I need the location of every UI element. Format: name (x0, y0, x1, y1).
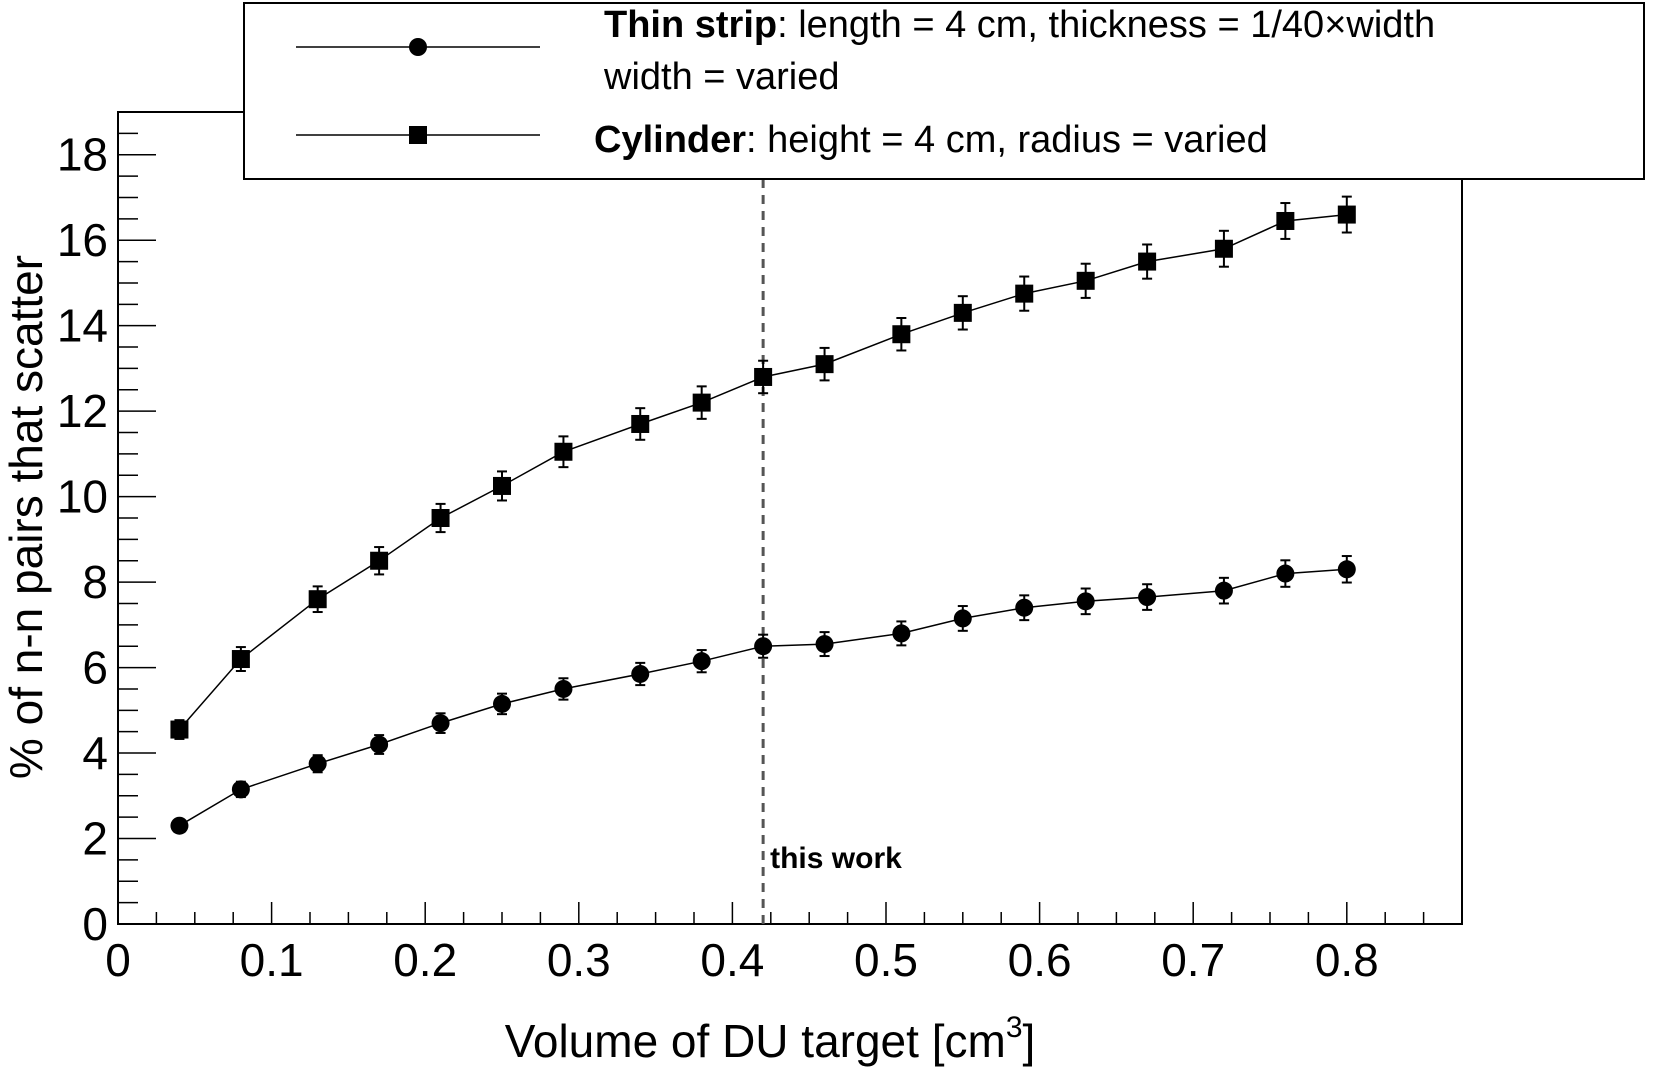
data-point (631, 414, 650, 433)
legend: Thin strip: length = 4 cm, thickness = 1… (243, 2, 1645, 180)
data-point (493, 694, 511, 713)
data-point (892, 624, 911, 643)
y-tick-label: 16 (57, 214, 108, 266)
legend-thin-strip-rest: : length = 4 cm, thickness = 1/40×width (777, 4, 1435, 46)
x-tick-label: 0.6 (1008, 934, 1072, 986)
y-tick-label: 2 (82, 813, 108, 865)
data-point (231, 780, 250, 799)
data-point (754, 367, 773, 386)
legend-label-thin-strip: Thin strip: length = 4 cm, thickness = 1… (604, 4, 1435, 46)
data-point (1138, 252, 1157, 271)
x-axis-title-sup: 3 (1006, 1011, 1023, 1044)
data-point (1337, 560, 1356, 579)
series-cylinder (170, 195, 1356, 740)
data-point (308, 754, 327, 773)
data-point (815, 635, 834, 654)
x-axis-title-main: Volume of DU target [cm (505, 1015, 1006, 1067)
x-tick-label: 0.4 (700, 934, 764, 986)
y-tick-label: 6 (82, 642, 108, 694)
data-series (170, 195, 1356, 835)
legend-cylinder-rest: : height = 4 cm, radius = varied (746, 119, 1268, 161)
this-work-label: this work (770, 842, 902, 875)
data-point (1214, 239, 1233, 258)
data-point (631, 664, 650, 683)
data-point (1015, 284, 1034, 303)
data-point (1076, 592, 1095, 611)
legend-label-cylinder: Cylinder: height = 4 cm, radius = varied (594, 119, 1268, 161)
x-tick-label: 0.8 (1315, 934, 1379, 986)
x-tick-label: 0.3 (547, 934, 611, 986)
y-tick-label: 12 (57, 385, 108, 437)
data-point (370, 551, 389, 570)
data-point (308, 590, 327, 609)
data-point (892, 325, 911, 344)
y-tick-label: 0 (82, 898, 108, 950)
data-point (1015, 598, 1034, 617)
axis-ticks (117, 111, 1463, 925)
x-tick-label: 0.1 (240, 934, 304, 986)
data-point (554, 679, 573, 698)
y-tick-label: 4 (82, 727, 108, 779)
data-point (231, 650, 250, 669)
data-point (754, 637, 773, 656)
legend-label-thin-strip-line2: width = varied (603, 56, 840, 98)
x-tick-label: 0.7 (1161, 934, 1225, 986)
data-point (692, 652, 711, 671)
data-point (692, 393, 711, 412)
data-point (1076, 271, 1095, 290)
legend-cylinder-bold: Cylinder (594, 119, 746, 161)
legend-thin-strip-bold: Thin strip (604, 4, 777, 46)
data-point (170, 720, 189, 739)
y-tick-label: 18 (57, 129, 108, 181)
legend-marker-square (409, 126, 427, 144)
y-tick-label: 10 (57, 471, 108, 523)
data-point (1337, 205, 1356, 224)
annotation: this work (761, 179, 902, 924)
series-thin-strip (170, 555, 1356, 835)
tick-labels: 0 0.1 0.2 0.3 0.4 0.5 0.6 0.7 0.8 0 2 4 6 8 10 12 14 16 18 (57, 129, 1379, 986)
data-point (170, 816, 189, 835)
data-point (1276, 564, 1295, 583)
x-axis-title: Volume of DU target [cm3] (505, 1011, 1036, 1067)
data-point (554, 442, 573, 461)
data-point (953, 303, 972, 322)
data-point (431, 509, 450, 527)
x-tick-label: 0 (105, 934, 131, 986)
data-point (1276, 211, 1295, 230)
data-point (370, 735, 389, 754)
data-point (953, 609, 972, 628)
data-point (493, 476, 511, 495)
data-point (815, 355, 834, 374)
x-axis-title-end: ] (1023, 1015, 1036, 1067)
y-tick-label: 8 (82, 556, 108, 608)
data-point (431, 714, 450, 733)
legend-box (243, 2, 1645, 180)
y-axis-title: % of n-n pairs that scatter (0, 255, 52, 779)
data-point (1138, 588, 1157, 607)
y-tick-label: 14 (57, 300, 108, 352)
legend-marker-circle (409, 38, 427, 56)
data-point (1214, 581, 1233, 600)
x-tick-label: 0.2 (393, 934, 457, 986)
x-tick-label: 0.5 (854, 934, 918, 986)
